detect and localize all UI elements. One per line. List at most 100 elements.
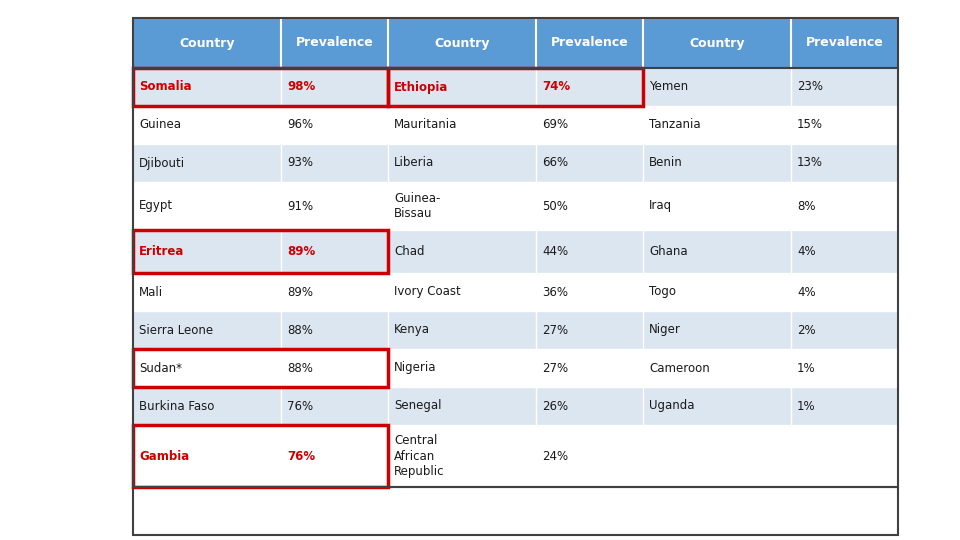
Bar (388, 182, 536, 230)
Bar (388, 425, 536, 487)
Bar (536, 349, 643, 387)
Bar (791, 349, 898, 387)
Text: Gambia: Gambia (139, 449, 189, 462)
Bar (388, 387, 536, 425)
Bar (536, 273, 643, 311)
Bar (791, 273, 898, 311)
Bar (133, 68, 898, 487)
Bar (388, 230, 536, 273)
Text: Chad: Chad (394, 245, 424, 258)
Bar (133, 425, 388, 487)
Text: 91%: 91% (287, 199, 313, 213)
Text: 44%: 44% (542, 245, 568, 258)
Bar (643, 18, 791, 68)
Text: Senegal: Senegal (394, 400, 442, 413)
Text: Sierra Leone: Sierra Leone (139, 323, 213, 336)
Bar (536, 68, 643, 106)
Bar (536, 425, 643, 487)
Text: 96%: 96% (287, 118, 313, 132)
Text: 89%: 89% (287, 245, 315, 258)
Text: Mauritania: Mauritania (394, 118, 457, 132)
Text: Prevalence: Prevalence (805, 37, 883, 50)
Text: 69%: 69% (542, 118, 568, 132)
Text: 88%: 88% (287, 323, 313, 336)
Text: Ethiopia: Ethiopia (394, 80, 448, 93)
Text: Guinea: Guinea (139, 118, 181, 132)
Bar (643, 349, 791, 387)
Bar (281, 273, 388, 311)
Text: Prevalence: Prevalence (296, 37, 373, 50)
Bar (643, 106, 791, 144)
Text: Niger: Niger (649, 323, 681, 336)
Text: 24%: 24% (542, 449, 568, 462)
Bar (133, 387, 281, 425)
Bar (133, 18, 898, 68)
Text: Ivory Coast: Ivory Coast (394, 286, 461, 299)
Bar (643, 273, 791, 311)
Text: Source: Unicef: Source: Unicef (138, 519, 217, 529)
Text: Country: Country (689, 37, 745, 50)
Text: 27%: 27% (542, 361, 568, 375)
Text: 1%: 1% (797, 361, 816, 375)
Text: 1%: 1% (797, 400, 816, 413)
Bar (133, 487, 898, 535)
Text: 36%: 36% (542, 286, 568, 299)
Text: Eritrea: Eritrea (139, 245, 184, 258)
Bar (281, 230, 388, 273)
Bar (536, 144, 643, 182)
Bar (791, 18, 898, 68)
Bar (643, 230, 791, 273)
Text: Central
African
Republic: Central African Republic (394, 435, 444, 477)
Bar (791, 425, 898, 487)
Text: Togo: Togo (649, 286, 676, 299)
Bar (281, 18, 388, 68)
Bar (281, 106, 388, 144)
Bar (133, 425, 281, 487)
Text: 50%: 50% (542, 199, 568, 213)
Bar (133, 230, 281, 273)
Bar (791, 106, 898, 144)
Bar (536, 230, 643, 273)
Bar (791, 144, 898, 182)
Bar (536, 182, 643, 230)
Text: 4%: 4% (797, 286, 816, 299)
Bar (388, 18, 536, 68)
Bar (281, 387, 388, 425)
Text: 66%: 66% (542, 157, 568, 170)
Bar (536, 106, 643, 144)
Bar (281, 182, 388, 230)
Text: 26%: 26% (542, 400, 568, 413)
Text: 4%: 4% (797, 245, 816, 258)
Text: Yemen: Yemen (649, 80, 688, 93)
Text: Liberia: Liberia (394, 157, 434, 170)
Bar (643, 68, 791, 106)
Bar (643, 182, 791, 230)
Text: Ghana: Ghana (649, 245, 687, 258)
Bar (133, 230, 388, 273)
Text: 15%: 15% (797, 118, 823, 132)
Text: 93%: 93% (287, 157, 313, 170)
Text: Cameroon: Cameroon (649, 361, 709, 375)
Text: Benin: Benin (649, 157, 683, 170)
Text: Djibouti: Djibouti (139, 157, 185, 170)
Bar (388, 68, 643, 106)
Bar (388, 106, 536, 144)
Bar (281, 425, 388, 487)
Bar (133, 349, 281, 387)
Text: 74%: 74% (542, 80, 570, 93)
Text: 8%: 8% (797, 199, 815, 213)
Bar (791, 387, 898, 425)
Bar (281, 349, 388, 387)
Bar (133, 18, 281, 68)
Text: Burkina Faso: Burkina Faso (139, 400, 214, 413)
Text: 98%: 98% (287, 80, 315, 93)
Text: Egypt: Egypt (139, 199, 173, 213)
Text: Prevalence: Prevalence (551, 37, 629, 50)
Bar (643, 144, 791, 182)
Bar (388, 273, 536, 311)
Bar (388, 68, 536, 106)
Bar (791, 68, 898, 106)
Bar (281, 68, 388, 106)
Bar (133, 182, 281, 230)
Bar (536, 387, 643, 425)
